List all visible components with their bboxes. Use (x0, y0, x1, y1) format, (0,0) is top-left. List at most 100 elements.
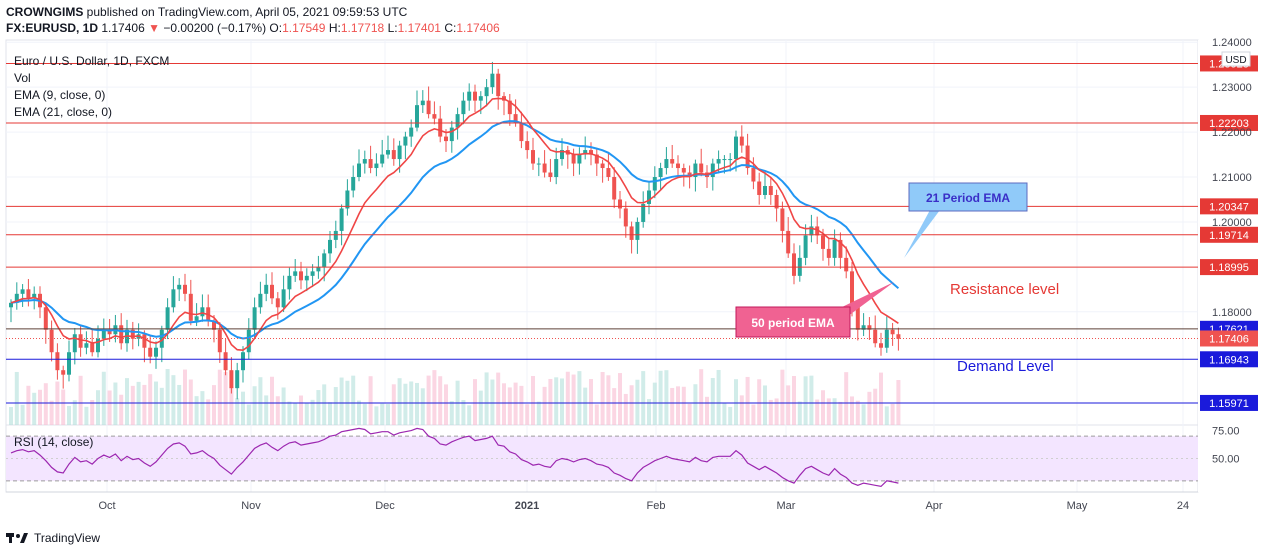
candle-body[interactable] (490, 73, 495, 88)
candle[interactable] (368, 145, 373, 174)
candle[interactable] (763, 171, 767, 200)
candle[interactable] (183, 273, 187, 302)
candle[interactable] (148, 335, 153, 364)
candle[interactable] (26, 279, 31, 307)
candle[interactable] (768, 177, 773, 205)
candle-body[interactable] (635, 221, 640, 240)
candle-body[interactable] (850, 271, 854, 308)
currency-box[interactable] (1221, 51, 1251, 67)
candle-body[interactable] (826, 248, 831, 258)
candle-body[interactable] (420, 100, 425, 106)
candle[interactable] (293, 259, 298, 282)
candle[interactable] (548, 158, 553, 182)
candle-body[interactable] (879, 343, 883, 348)
candle[interactable] (751, 157, 756, 190)
resistance-level-tag[interactable] (1200, 259, 1258, 276)
candle-body[interactable] (496, 73, 501, 97)
candle-body[interactable] (693, 163, 698, 178)
candle[interactable] (67, 340, 71, 382)
candle[interactable] (623, 201, 628, 238)
candle[interactable] (455, 107, 460, 140)
candle[interactable] (745, 133, 750, 175)
candle[interactable] (884, 316, 889, 353)
candle[interactable] (594, 148, 599, 176)
candle[interactable] (670, 144, 675, 168)
candle-body[interactable] (229, 370, 234, 389)
candle[interactable] (896, 327, 901, 351)
candle[interactable] (838, 232, 843, 269)
candle-body[interactable] (629, 226, 634, 240)
candle-body[interactable] (246, 329, 251, 353)
candle[interactable] (844, 246, 849, 279)
candle-body[interactable] (751, 168, 756, 182)
candle[interactable] (879, 332, 883, 356)
candle-body[interactable] (461, 100, 466, 115)
candle[interactable] (525, 131, 530, 159)
candle[interactable] (362, 150, 367, 174)
candle[interactable] (542, 150, 547, 178)
candle[interactable] (154, 341, 158, 369)
candle-body[interactable] (618, 199, 622, 209)
candle[interactable] (774, 189, 779, 222)
candle[interactable] (252, 297, 257, 339)
candle[interactable] (531, 137, 535, 170)
candle-body[interactable] (194, 316, 199, 321)
candle-body[interactable] (84, 343, 89, 348)
candle-body[interactable] (774, 194, 779, 209)
candle-body[interactable] (832, 239, 837, 258)
candle-body[interactable] (739, 136, 744, 146)
candle-body[interactable] (397, 145, 402, 160)
candle-body[interactable] (264, 284, 269, 294)
candle-body[interactable] (531, 150, 535, 164)
candle-body[interactable] (519, 123, 524, 142)
candle[interactable] (49, 320, 54, 362)
candle[interactable] (386, 135, 390, 159)
candle-body[interactable] (861, 325, 866, 330)
candle-body[interactable] (148, 347, 153, 357)
candle-body[interactable] (61, 370, 66, 375)
candle[interactable] (403, 131, 408, 160)
candle[interactable] (629, 221, 634, 254)
candle[interactable] (241, 346, 245, 383)
candle-body[interactable] (734, 136, 738, 160)
candle-body[interactable] (890, 329, 895, 335)
candle-body[interactable] (165, 307, 170, 330)
candle-body[interactable] (867, 325, 872, 330)
candle-body[interactable] (873, 329, 878, 344)
candle-body[interactable] (432, 114, 437, 119)
candle[interactable] (43, 302, 48, 344)
candle-body[interactable] (623, 208, 628, 227)
candle-body[interactable] (426, 100, 431, 115)
candle[interactable] (873, 315, 878, 348)
candle[interactable] (676, 155, 680, 179)
candle-body[interactable] (67, 352, 71, 375)
candle-body[interactable] (792, 253, 796, 276)
candle[interactable] (188, 279, 193, 326)
candle[interactable] (473, 84, 477, 113)
candle-body[interactable] (884, 329, 889, 348)
candle-body[interactable] (328, 239, 332, 254)
candle[interactable] (299, 261, 303, 290)
candle-body[interactable] (107, 329, 112, 335)
candle-body[interactable] (612, 177, 617, 200)
candle[interactable] (461, 92, 466, 125)
candle[interactable] (101, 318, 106, 346)
candle[interactable] (571, 148, 576, 177)
candle-body[interactable] (780, 208, 785, 231)
candle-body[interactable] (664, 159, 669, 169)
resistance-level-tag[interactable] (1200, 114, 1258, 131)
candle-body[interactable] (589, 150, 593, 155)
candle[interactable] (618, 191, 622, 219)
candle-body[interactable] (745, 145, 750, 169)
candle-body[interactable] (438, 118, 443, 137)
candle-body[interactable] (159, 329, 164, 348)
candle-body[interactable] (339, 208, 344, 231)
candle[interactable] (270, 272, 274, 305)
candle-body[interactable] (647, 190, 651, 204)
candle-body[interactable] (710, 163, 715, 178)
candle[interactable] (890, 322, 895, 346)
candle-body[interactable] (896, 334, 901, 339)
candle-body[interactable] (467, 91, 472, 101)
candle-body[interactable] (728, 159, 733, 161)
candle[interactable] (20, 284, 25, 307)
